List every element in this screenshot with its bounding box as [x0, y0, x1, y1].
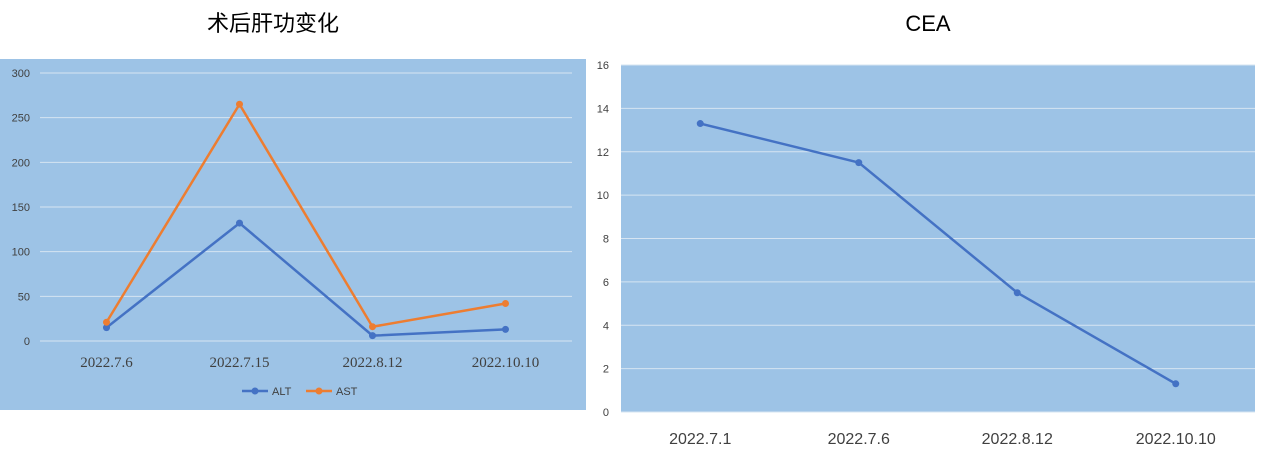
legend-marker-ALT	[251, 387, 259, 395]
legend-label-AST: AST	[336, 386, 358, 398]
chart1-ytick-label: 150	[12, 202, 30, 214]
chart1-ytick-label: 250	[12, 113, 30, 125]
chart1-data-point	[236, 219, 243, 227]
chart1-data-point	[369, 323, 376, 331]
chart1-data-point	[103, 324, 110, 332]
chart1-ytick-label: 0	[24, 336, 30, 348]
chart1-data-point	[502, 299, 509, 307]
chart1-title: 术后肝功变化	[207, 12, 339, 37]
chart1-data-point	[236, 100, 243, 108]
chart1-xtick-label: 2022.10.10	[472, 355, 540, 371]
chart1-series-line-ALT	[105, 221, 506, 337]
chart1-xtick-label: 2022.8.12	[343, 355, 403, 371]
chart1-ytick-label: 300	[12, 68, 30, 80]
chart1-xtick-label: 2022.7.6	[80, 355, 133, 371]
chart1-xtick-label: 2022.7.15	[210, 355, 270, 371]
chart1-ytick-label: 50	[18, 291, 30, 303]
chart1-ytick-label: 200	[12, 157, 30, 169]
chart1-ytick-label: 100	[12, 247, 30, 259]
legend-marker-AST	[315, 387, 323, 395]
chart1-legend: ALT AST	[242, 386, 358, 398]
chart1-data-point	[369, 332, 376, 340]
chart1-data-point	[103, 318, 110, 326]
chart1-data-point	[502, 325, 509, 333]
chart1-series-line-AST	[105, 103, 506, 328]
legend-label-ALT: ALT	[272, 386, 292, 398]
